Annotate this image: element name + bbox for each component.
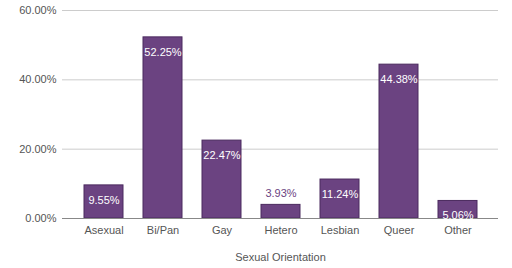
svg-text:Other: Other	[444, 224, 472, 236]
svg-text:Hetero: Hetero	[264, 224, 297, 236]
svg-text:0.00%: 0.00%	[25, 212, 56, 224]
svg-text:40.00%: 40.00%	[19, 73, 57, 85]
svg-text:Lesbian: Lesbian	[321, 224, 360, 236]
svg-text:22.47%: 22.47%	[203, 149, 241, 161]
svg-text:52.25%: 52.25%	[144, 46, 182, 58]
svg-text:44.38%: 44.38%	[380, 73, 418, 85]
svg-text:Bi/Pan: Bi/Pan	[147, 224, 179, 236]
svg-text:9.55%: 9.55%	[88, 194, 119, 206]
svg-text:20.00%: 20.00%	[19, 143, 57, 155]
svg-text:11.24%: 11.24%	[322, 188, 359, 200]
svg-text:Sexual Orientation: Sexual Orientation	[235, 251, 326, 263]
svg-text:Asexual: Asexual	[84, 224, 123, 236]
svg-text:5.06%: 5.06%	[442, 209, 473, 221]
svg-text:Queer: Queer	[384, 224, 415, 236]
svg-text:3.93%: 3.93%	[265, 187, 296, 199]
svg-text:Gay: Gay	[212, 224, 233, 236]
svg-text:60.00%: 60.00%	[19, 4, 57, 16]
